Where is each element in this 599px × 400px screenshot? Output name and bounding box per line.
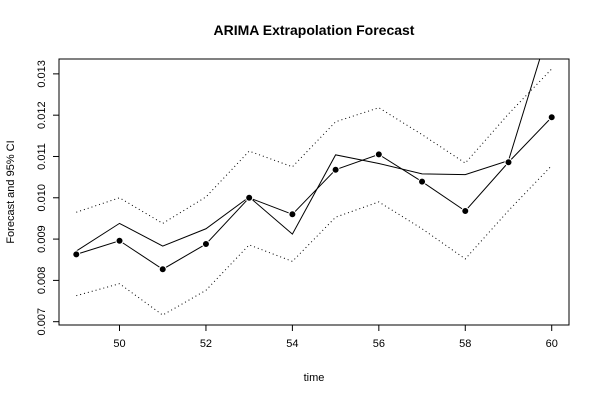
y-tick-label: 0.013 <box>36 60 48 88</box>
forecast-point <box>418 177 427 186</box>
forecast-point <box>547 113 556 122</box>
forecast-point <box>331 165 340 174</box>
y-tick-label: 0.008 <box>36 267 48 295</box>
chart-title: ARIMA Extrapolation Forecast <box>214 22 415 38</box>
x-axis: 50 52 54 56 58 60 <box>113 324 558 350</box>
x-tick-label: 52 <box>200 338 212 350</box>
forecast-point <box>245 193 254 202</box>
forecast-point <box>72 250 81 259</box>
forecast-point <box>158 265 167 274</box>
y-tick-label: 0.007 <box>36 308 48 336</box>
x-tick-label: 50 <box>113 338 125 350</box>
y-tick-label: 0.012 <box>36 101 48 129</box>
y-tick-label: 0.011 <box>36 143 48 170</box>
series-line-points-with-line <box>76 116 553 270</box>
series-layer <box>72 59 556 316</box>
x-tick-label: 60 <box>546 338 558 350</box>
forecast-point <box>288 210 297 219</box>
series-line-dotted-upper <box>76 68 553 224</box>
series-line-dotted-lower <box>76 165 553 316</box>
x-tick-label: 54 <box>286 338 298 350</box>
y-axis: 0.007 0.008 0.009 0.010 0.011 0.012 0.013 <box>36 60 60 336</box>
forecast-point <box>504 158 513 167</box>
series-line-solid-line <box>76 59 541 252</box>
x-tick-label: 56 <box>373 338 385 350</box>
forecast-point <box>461 207 470 215</box>
y-tick-label: 0.009 <box>36 225 48 253</box>
x-axis-label: time <box>304 372 325 384</box>
forecast-point <box>374 150 383 159</box>
x-tick-label: 58 <box>459 338 471 350</box>
y-tick-label: 0.010 <box>36 184 48 212</box>
y-axis-label: Forecast and 95% CI <box>5 140 17 243</box>
forecast-point <box>201 240 210 249</box>
forecast-point <box>115 236 124 245</box>
